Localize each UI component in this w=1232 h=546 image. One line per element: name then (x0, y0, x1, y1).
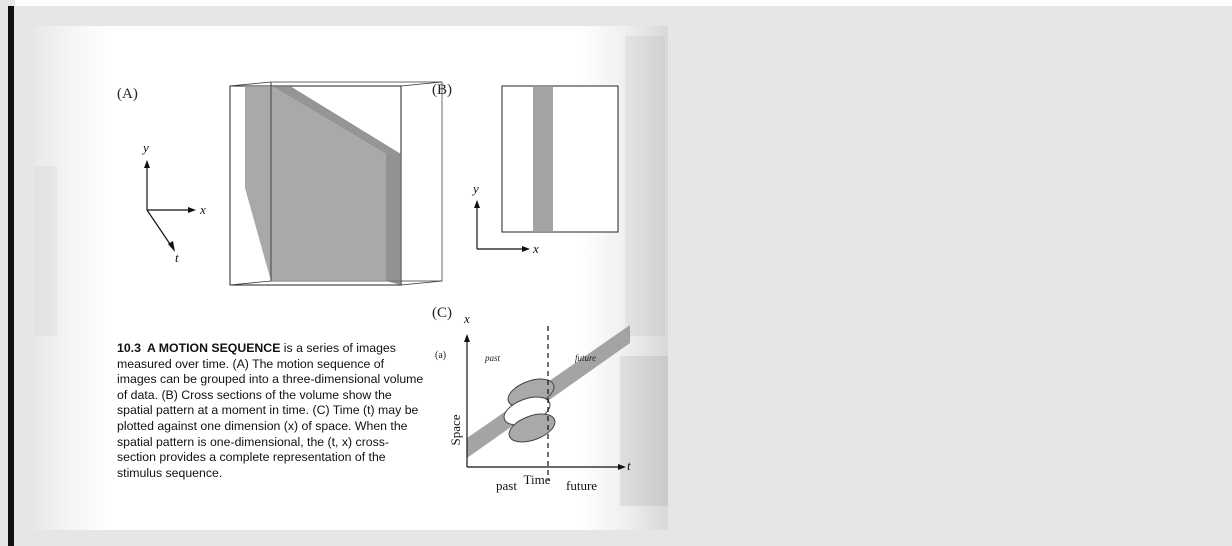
panel-b-axes: y x (471, 181, 539, 256)
axis-c-t-label: t (627, 458, 631, 473)
axis-c-x-label: x (463, 311, 470, 326)
axis-a-x-label: x (199, 202, 206, 217)
panel-c-plot: x t Space Time past future past future (… (435, 311, 631, 493)
left-edge-bar (0, 0, 15, 546)
panel-a-label: (A) (117, 86, 138, 102)
axis-a-y-label: y (141, 140, 149, 155)
region-past-italic: past (484, 353, 501, 363)
caption-body: is a series of images measured over time… (117, 341, 424, 480)
axis-b-y-label: y (471, 181, 479, 196)
time-label: Time (524, 472, 551, 487)
top-strip (0, 0, 1232, 6)
bleed-through-text (625, 36, 665, 336)
panel-c-sub-label: (a) (435, 350, 446, 361)
bottom-past-label: past (496, 478, 517, 493)
caption-heading: A MOTION SEQUENCE (146, 341, 281, 355)
caption-number: 10.3 (117, 341, 141, 355)
left-margin-shadow (35, 166, 57, 336)
axis-b-x-label: x (532, 241, 539, 256)
panel-b-cross-section (501, 85, 619, 233)
bleed-through-text-lower (620, 356, 668, 506)
axis-a-t-label: t (175, 250, 179, 265)
bottom-future-label: future (566, 478, 597, 493)
space-label: Space (448, 414, 463, 445)
figure-caption: 10.3 A MOTION SEQUENCE is a series of ima… (117, 341, 427, 481)
panel-a-cube (229, 81, 443, 286)
region-future-italic: future (575, 353, 596, 363)
panel-a-axes: y x t (141, 140, 206, 265)
panel-b-label: (B) (432, 82, 452, 98)
panel-c-label: (C) (432, 305, 452, 321)
